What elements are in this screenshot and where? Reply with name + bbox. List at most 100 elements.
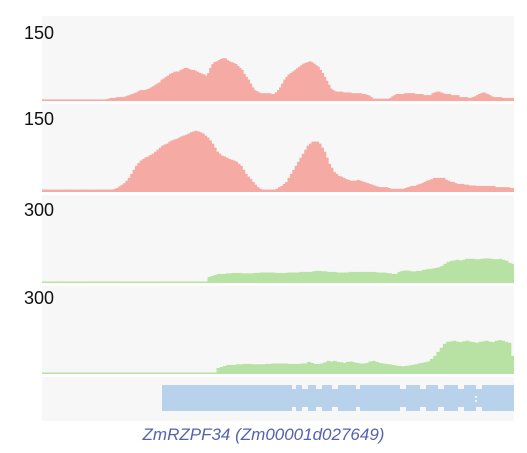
coverage-bar	[243, 73, 246, 101]
coverage-bar	[69, 99, 73, 101]
coverage-bar	[221, 58, 225, 101]
coverage-bar	[425, 269, 429, 283]
coverage-bar	[380, 98, 384, 101]
coverage-bar	[137, 281, 141, 283]
coverage-bar	[370, 97, 373, 101]
coverage-bar	[371, 360, 376, 374]
coverage-bar	[296, 272, 301, 283]
coverage-bar	[468, 341, 473, 374]
coverage-bar	[248, 363, 253, 374]
coverage-bar	[326, 360, 331, 374]
coverage-bar	[387, 187, 391, 192]
coverage-bar	[401, 94, 405, 101]
coverage-bar	[287, 272, 291, 283]
coverage-bar	[179, 69, 183, 101]
coverage-bar	[256, 187, 260, 192]
coverage-bar	[56, 99, 60, 101]
coverage-bar	[139, 160, 143, 192]
coverage-bar	[232, 272, 236, 283]
coverage-bar	[132, 169, 136, 192]
coverage-bar	[454, 183, 458, 192]
coverage-bar	[274, 272, 279, 283]
coverage-bar	[278, 272, 282, 283]
coverage-bar	[228, 61, 231, 101]
strand-marker	[475, 396, 477, 398]
coverage-bar	[437, 177, 441, 192]
coverage-bar	[145, 372, 150, 374]
coverage-bar	[97, 281, 101, 283]
coverage-bar	[300, 363, 305, 374]
coverage-bar	[444, 179, 448, 192]
coverage-bar	[80, 189, 84, 192]
exon-block	[308, 385, 316, 411]
coverage-bar	[177, 71, 181, 101]
coverage-bar	[255, 364, 260, 374]
coverage-bar	[219, 273, 224, 283]
coverage-bar	[378, 362, 383, 374]
coverage-bar	[66, 281, 71, 283]
coverage-bar	[84, 372, 88, 374]
exon-block	[162, 385, 292, 411]
coverage-bar	[276, 90, 280, 101]
coverage-bar	[106, 189, 110, 192]
atac-track-2	[42, 104, 514, 192]
coverage-bar	[306, 62, 310, 101]
coverage-bar	[226, 60, 229, 101]
coverage-bar	[299, 157, 303, 192]
coverage-bar	[347, 179, 351, 192]
coverage-bar	[109, 97, 113, 101]
coverage-bar	[270, 94, 274, 101]
coverage-bar	[459, 183, 463, 192]
coverage-bar	[308, 271, 313, 283]
coverage-bar	[494, 97, 498, 101]
atac-track-2-plot	[42, 130, 514, 192]
coverage-bar	[423, 362, 428, 374]
coverage-bar	[270, 189, 274, 192]
coverage-bar	[330, 271, 334, 283]
coverage-bar	[204, 281, 209, 283]
coverage-bar	[48, 281, 52, 283]
coverage-bar	[144, 157, 148, 192]
coverage-bar	[137, 162, 141, 192]
coverage-bar	[492, 185, 496, 192]
coverage-bar	[63, 99, 66, 101]
coverage-bar	[412, 93, 416, 101]
coverage-bar	[60, 281, 65, 283]
coverage-bar	[323, 151, 327, 192]
coverage-bar	[208, 140, 212, 192]
coverage-bar	[198, 73, 202, 101]
coverage-bar	[185, 134, 189, 192]
coverage-bar	[175, 71, 179, 101]
coverage-bar	[211, 64, 215, 101]
coverage-bar	[53, 189, 57, 192]
coverage-bar	[201, 133, 205, 192]
coverage-bar	[175, 138, 179, 192]
coverage-bar	[173, 71, 176, 101]
coverage-bar	[482, 92, 485, 101]
coverage-bar	[182, 135, 186, 192]
coverage-bar	[164, 372, 169, 374]
coverage-bar	[391, 273, 396, 283]
coverage-bar	[130, 173, 134, 192]
coverage-bar	[279, 87, 282, 101]
coverage-bar	[310, 362, 315, 374]
coverage-bar	[154, 151, 158, 192]
coverage-bar	[119, 372, 124, 374]
coverage-bar	[431, 268, 435, 283]
coverage-bar	[344, 92, 348, 101]
coverage-bar	[82, 99, 85, 101]
coverage-bar	[213, 274, 218, 283]
coverage-bar	[345, 361, 350, 374]
coverage-bar	[71, 372, 75, 374]
coverage-bar	[473, 96, 477, 101]
coverage-bar	[54, 372, 59, 374]
coverage-bar	[361, 181, 365, 192]
coverage-bar	[199, 132, 203, 192]
coverage-bar	[46, 189, 50, 192]
coverage-bar	[397, 365, 402, 374]
coverage-bar	[329, 88, 333, 101]
coverage-bar	[407, 365, 412, 374]
coverage-bar	[219, 59, 223, 101]
coverage-bar	[325, 80, 329, 101]
coverage-bar	[168, 372, 172, 374]
